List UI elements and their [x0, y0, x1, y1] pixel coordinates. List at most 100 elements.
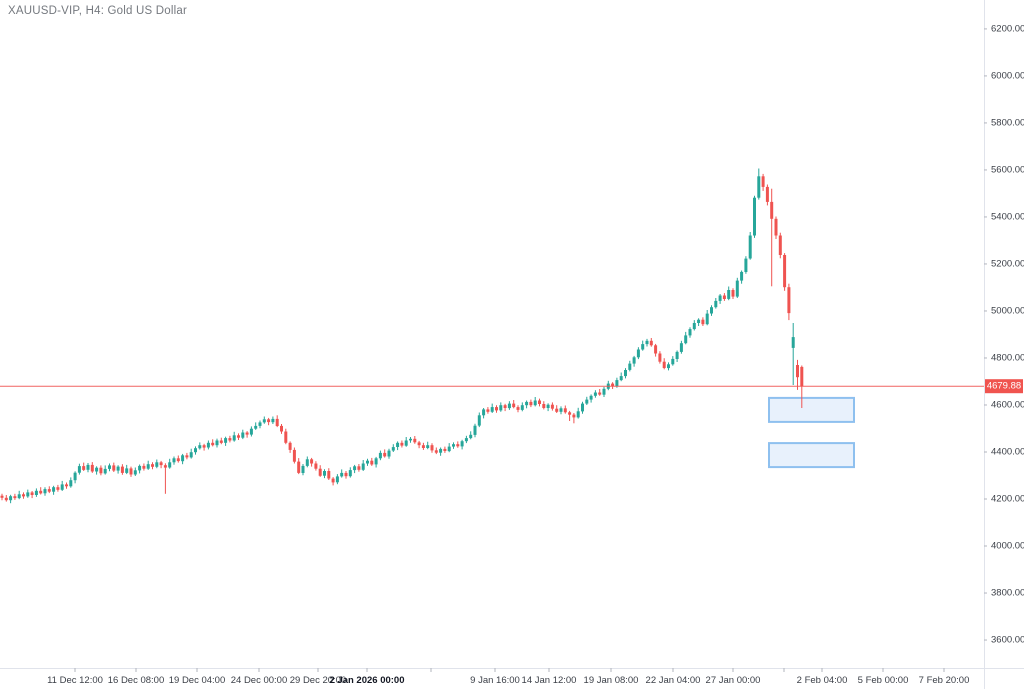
candle-up — [34, 490, 38, 495]
candle-down — [245, 432, 249, 435]
candle-up — [361, 463, 365, 470]
price-tick-label: 4400.00 — [991, 447, 1024, 458]
price-axis[interactable]: 6200.00 6000.00 5800.00 5600.00 5400.00 5200.… — [984, 23, 1024, 646]
candle-down — [413, 438, 417, 443]
candle-up — [353, 466, 357, 471]
time-tick-label: 5 Feb 00:00 — [858, 675, 909, 686]
candle-down — [529, 401, 533, 406]
time-tick-label: 22 Jan 04:00 — [646, 675, 701, 686]
candle-down — [430, 445, 434, 451]
candle-up — [17, 494, 21, 499]
candle-down — [761, 176, 765, 187]
candle-up — [684, 335, 688, 344]
candle-up — [628, 363, 632, 370]
candle-down — [163, 465, 167, 468]
candle-up — [507, 403, 511, 409]
candle-down — [649, 340, 653, 346]
candle-down — [787, 287, 791, 314]
candle-up — [189, 452, 193, 458]
candle-down — [99, 467, 103, 474]
time-tick-label: 14 Jan 12:00 — [522, 675, 577, 686]
candle-up — [671, 358, 675, 365]
candle-up — [181, 455, 185, 462]
time-tick-label: 16 Dec 08:00 — [108, 675, 165, 686]
candle-down — [722, 295, 726, 299]
candle-up — [198, 445, 202, 449]
candle-up — [705, 313, 709, 325]
candle-down — [142, 465, 146, 469]
symbol-title: XAUUSD-VIP, H4: Gold US Dollar — [8, 5, 187, 17]
candle-down — [39, 490, 43, 494]
candle-down — [159, 462, 163, 466]
candle-down — [297, 461, 301, 473]
candle-down — [228, 438, 232, 441]
candles — [0, 168, 804, 504]
candle-down — [486, 409, 490, 412]
candle-up — [108, 465, 111, 469]
candle-down — [765, 186, 769, 202]
candle-up — [581, 403, 584, 412]
candle-down — [542, 404, 546, 408]
candle-down — [120, 466, 124, 473]
candle-up — [206, 442, 210, 448]
candle-up — [482, 409, 486, 416]
candle-up — [426, 445, 430, 448]
candle-down — [4, 497, 8, 501]
candle-down — [237, 435, 240, 438]
candle-down — [151, 464, 154, 467]
price-tick-label: 6200.00 — [991, 23, 1024, 34]
supply-demand-zone-2[interactable] — [768, 442, 855, 469]
candle-up — [391, 447, 395, 451]
candle-up — [533, 400, 537, 406]
candle-down — [314, 463, 318, 469]
candle-up — [241, 432, 245, 438]
candle-up — [714, 300, 718, 308]
candle-down — [112, 465, 116, 471]
candle-up — [172, 458, 176, 463]
candle-down — [331, 478, 335, 483]
candle-up — [490, 407, 494, 412]
candle-up — [615, 380, 619, 386]
candle-up — [675, 351, 679, 359]
candle-down — [783, 255, 787, 288]
candle-down — [658, 353, 662, 362]
time-tick-label: 19 Dec 04:00 — [169, 675, 226, 686]
candle-up — [77, 466, 81, 473]
candle-up — [452, 444, 455, 447]
candle-up — [748, 235, 752, 259]
candle-up — [323, 471, 326, 476]
candle-up — [740, 271, 744, 281]
candle-down — [800, 366, 804, 387]
candle-down — [65, 484, 68, 487]
candle-up — [576, 411, 580, 418]
candle-down — [516, 407, 520, 410]
candle-up — [125, 468, 129, 473]
candle-down — [90, 464, 94, 472]
candle-up — [602, 388, 606, 395]
price-tick-label: 3800.00 — [991, 588, 1024, 599]
time-axis[interactable]: 11 Dec 12:00 16 Dec 08:00 19 Dec 04:00 24 D… — [47, 668, 969, 686]
candle-down — [219, 440, 223, 443]
candle-up — [254, 425, 258, 429]
price-tick-label: 4000.00 — [991, 541, 1024, 552]
price-tick-label: 3600.00 — [991, 635, 1024, 646]
candle-down — [563, 408, 567, 413]
candle-up — [460, 441, 464, 447]
candle-up — [26, 492, 30, 497]
candle-up — [735, 280, 739, 297]
candle-down — [344, 472, 348, 477]
candle-up — [146, 464, 150, 469]
candle-down — [318, 468, 322, 476]
candle-down — [288, 442, 292, 450]
candle-down — [185, 455, 189, 458]
candle-up — [387, 450, 391, 457]
candle-down — [30, 492, 34, 495]
supply-demand-zone-1[interactable] — [768, 396, 855, 423]
candle-up — [9, 496, 13, 501]
candle-up — [95, 467, 99, 472]
candle-down — [275, 418, 279, 426]
candle-up — [335, 476, 339, 483]
candle-up — [73, 472, 77, 481]
